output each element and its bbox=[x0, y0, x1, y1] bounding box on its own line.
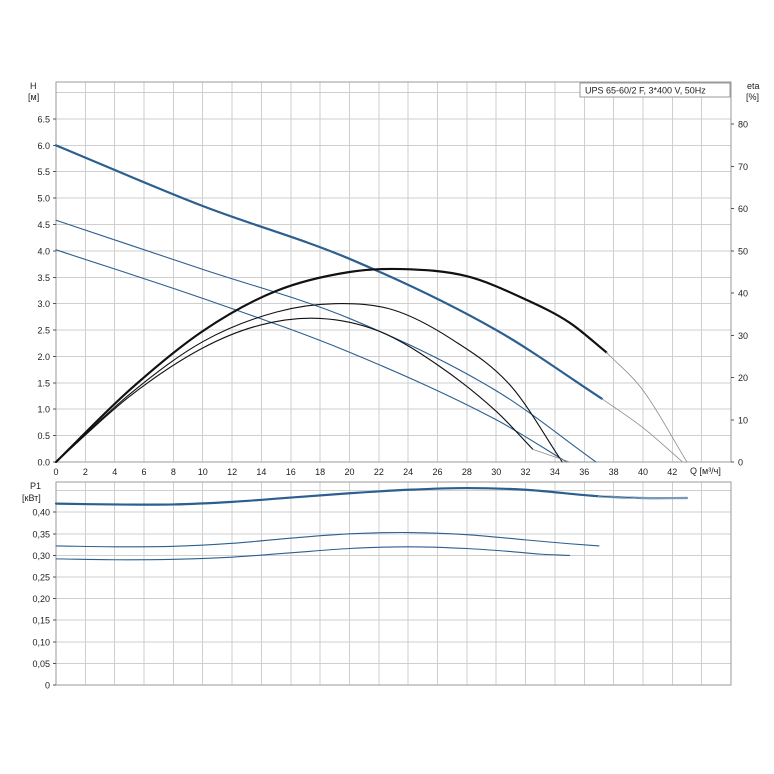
h-tick-label: 4.0 bbox=[37, 246, 50, 256]
x-tick-label: 26 bbox=[433, 467, 443, 477]
x-tick-label: 16 bbox=[286, 467, 296, 477]
x-tick-label: 4 bbox=[112, 467, 117, 477]
x-tick-label: 12 bbox=[227, 467, 237, 477]
efficiency-curve-4 bbox=[54, 267, 608, 464]
x-tick-label: 40 bbox=[638, 467, 648, 477]
head-grid bbox=[56, 82, 732, 462]
efficiency-curve-5 bbox=[55, 303, 563, 463]
h-tick-label: 3.0 bbox=[37, 299, 50, 309]
x-tick-label: 14 bbox=[256, 467, 266, 477]
h-tick-label: 5.0 bbox=[37, 194, 50, 204]
h-tick-label: 1.5 bbox=[37, 378, 50, 388]
h-tick-label: 6.0 bbox=[37, 141, 50, 151]
h-tick-label: 0.0 bbox=[37, 458, 50, 468]
p1-tick-label: 0,30 bbox=[32, 551, 50, 561]
power-grid bbox=[56, 482, 732, 685]
x-tick-label: 10 bbox=[198, 467, 208, 477]
x-tick-label: 34 bbox=[550, 467, 560, 477]
eta-tick-label: 40 bbox=[738, 289, 748, 299]
power-curve-1 bbox=[55, 531, 600, 548]
q-axis-label: Q [м³/ч] bbox=[690, 466, 721, 476]
x-tick-label: 28 bbox=[462, 467, 472, 477]
power-curve-extension-line bbox=[598, 495, 688, 499]
efficiency-curve-9 bbox=[532, 448, 570, 463]
x-tick-label: 30 bbox=[491, 467, 501, 477]
head-tick-labels: 0 2 4 6 8 10 12 14 16 18 20 22 24 26 28 30 32 34 36 38 40 420… bbox=[37, 114, 748, 477]
eta-tick-label: 80 bbox=[738, 120, 748, 130]
p1-tick-label: 0 bbox=[45, 681, 50, 691]
power-curves bbox=[54, 486, 689, 561]
eta-y-unit: [%] bbox=[746, 92, 759, 102]
pump-model-box bbox=[579, 82, 731, 98]
eta-tick-label: 0 bbox=[738, 458, 743, 468]
eta-tick-label: 70 bbox=[738, 162, 748, 172]
head-curve-2 bbox=[55, 249, 568, 463]
eta-tick-label: 60 bbox=[738, 204, 748, 214]
efficiency-curve-6 bbox=[55, 317, 534, 463]
power-panel: 0 0,05 0,10 0,15 0,20 0,25 0,30 0,35 0,40 P1 [кВ… bbox=[22, 481, 732, 691]
x-tick-label: 42 bbox=[667, 467, 677, 477]
x-tick-label: 32 bbox=[521, 467, 531, 477]
h-tick-label: 5.5 bbox=[37, 167, 50, 177]
p1-tick-label: 0,35 bbox=[32, 529, 50, 539]
x-tick-label: 22 bbox=[374, 467, 384, 477]
h-tick-label: 3.5 bbox=[37, 273, 50, 283]
power-y-unit: [кВт] bbox=[22, 493, 41, 503]
h-tick-label: 2.5 bbox=[37, 326, 50, 336]
head-plot-frame bbox=[55, 81, 732, 463]
h-tick-label: 2.0 bbox=[37, 352, 50, 362]
x-tick-label: 8 bbox=[171, 467, 176, 477]
x-tick-label: 36 bbox=[579, 467, 589, 477]
p1-tick-label: 0,20 bbox=[32, 594, 50, 604]
p1-tick-label: 0,10 bbox=[32, 637, 50, 647]
h-tick-label: 0.5 bbox=[37, 431, 50, 441]
head-curve-1 bbox=[55, 219, 597, 463]
x-tick-label: 0 bbox=[53, 467, 58, 477]
head-curve-3 bbox=[601, 398, 683, 463]
eta-y-label: eta bbox=[747, 81, 760, 91]
p1-tick-label: 0,25 bbox=[32, 573, 50, 583]
eta-tick-label: 10 bbox=[738, 415, 748, 425]
head-y-unit: [м] bbox=[28, 92, 39, 102]
head-curves bbox=[54, 144, 688, 464]
efficiency-curve-7 bbox=[605, 351, 688, 463]
h-tick-label: 1.0 bbox=[37, 405, 50, 415]
p1-tick-label: 0,40 bbox=[32, 508, 50, 518]
head-curve-0 bbox=[54, 144, 603, 400]
x-tick-label: 2 bbox=[83, 467, 88, 477]
power-curve-2 bbox=[55, 546, 571, 561]
head-efficiency-panel: 0 2 4 6 8 10 12 14 16 18 20 22 24 26 28 30 32 34 36 38 40 420… bbox=[28, 81, 760, 477]
p1-tick-label: 0,15 bbox=[32, 616, 50, 626]
power-y-label: P1 bbox=[30, 481, 41, 491]
power-plot-frame bbox=[55, 481, 732, 686]
x-tick-label: 24 bbox=[403, 467, 413, 477]
x-tick-label: 18 bbox=[315, 467, 325, 477]
x-tick-label: 20 bbox=[344, 467, 354, 477]
p1-tick-label: 0,05 bbox=[32, 659, 50, 669]
power-tick-labels: 0 0,05 0,10 0,15 0,20 0,25 0,30 0,35 0,40 bbox=[32, 508, 56, 691]
x-tick-label: 38 bbox=[609, 467, 619, 477]
head-y-label: H bbox=[30, 81, 37, 91]
h-tick-label: 6.5 bbox=[37, 114, 50, 124]
eta-tick-label: 30 bbox=[738, 331, 748, 341]
eta-tick-label: 20 bbox=[738, 373, 748, 383]
h-tick-label: 4.5 bbox=[37, 220, 50, 230]
x-tick-label: 6 bbox=[142, 467, 147, 477]
eta-tick-label: 50 bbox=[738, 246, 748, 256]
pump-model-title: UPS 65-60/2 F, 3*400 V, 50Hz bbox=[585, 86, 706, 96]
